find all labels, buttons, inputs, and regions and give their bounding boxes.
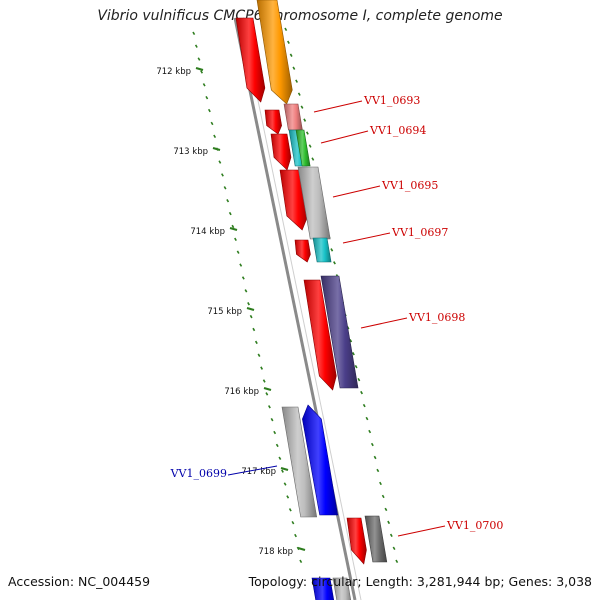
gene-blue-2 [311,577,335,600]
gene-red-7 [346,517,367,565]
gene-label: VV1_0698 [408,311,465,324]
gene-green [295,129,311,167]
tick-label: 718 kbp [258,547,293,557]
map-title: Vibrio vulnificus CMCP6 chromosome I, co… [97,8,503,24]
gene-red-3 [270,133,292,171]
backbone-edge [240,17,362,600]
gene-red-5 [294,239,311,263]
tick-mark [280,466,289,472]
gene-leader-line [342,232,391,244]
gene-labels: VV1_0693 VV1_0694 VV1_0695 VV1_0697 VV1_0698… [170,94,503,537]
gene-red-1 [235,17,266,103]
gene-darkgrey [364,515,388,563]
gene-label: VV1_0699 [170,467,227,480]
tick-label: 713 kbp [173,147,208,157]
gene-red-6 [303,279,337,391]
gene-orange [256,0,293,105]
genome-stats-text: Topology: circular; Length: 3,281,944 bp… [248,574,592,589]
tick-label: 712 kbp [156,67,191,77]
tick-mark [297,546,306,552]
tick-mark [195,66,204,72]
gene-leader-line [332,185,381,198]
tick-label: 715 kbp [207,307,242,317]
gene-grey-1 [297,166,331,240]
kbp-ticks: 712 kbp 713 kbp 714 kbp 715 kbp 716 kbp 717 k… [156,66,306,557]
tick-mark [229,226,238,232]
gene-label: VV1_0697 [391,226,448,239]
accession-text: Accession: NC_004459 [8,574,151,589]
tick-mark [246,306,255,312]
gene-leader-line [397,525,446,537]
gene-grey-2 [281,406,318,518]
gene-slate [320,275,359,389]
gene-red-2 [264,109,282,135]
gene-leader-line [313,100,363,113]
gene-label: VV1_0693 [363,94,420,107]
gene-grey-3 [332,577,352,600]
tick-label: 714 kbp [190,227,225,237]
gene-label: VV1_0700 [446,519,503,532]
tick-mark [212,146,221,152]
gene-leader-line [227,465,278,476]
tick-label: 717 kbp [241,467,276,477]
gene-leader-line [360,317,408,329]
gene-cyan-2 [312,237,332,263]
gene-salmon [283,103,303,131]
tick-label: 716 kbp [224,387,259,397]
gene-blue [302,404,339,516]
gene-label: VV1_0695 [381,179,438,192]
gene-leader-line [320,130,369,144]
tick-mark [263,386,272,392]
gene-label: VV1_0694 [369,124,426,137]
